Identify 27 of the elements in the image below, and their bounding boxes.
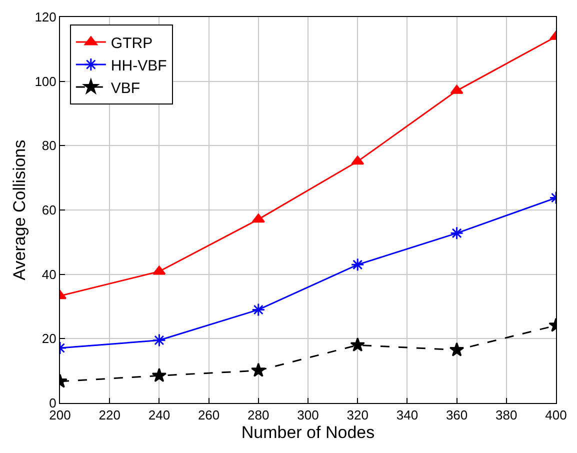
y-tick-label: 60	[42, 202, 56, 218]
legend-label: GTRP	[110, 34, 153, 52]
x-tick-label: 280	[248, 408, 270, 423]
point	[350, 258, 364, 272]
y-tick-label: 20	[42, 331, 56, 346]
point	[252, 302, 266, 316]
y-tick-label: 120	[34, 10, 56, 25]
point	[351, 156, 364, 165]
point	[350, 337, 366, 352]
x-axis-title: Number of Nodes	[241, 423, 375, 442]
y-tick-label: 40	[42, 266, 56, 282]
x-tick-label: 260	[198, 408, 220, 423]
point	[252, 214, 265, 223]
x-tick-label: 400	[545, 408, 567, 423]
legend-label: HH-VBF	[110, 57, 167, 74]
x-tick-label: 360	[446, 408, 468, 423]
x-tick-label: 340	[396, 408, 418, 423]
y-tick-label: 80	[42, 138, 56, 154]
x-tick-label: 240	[148, 408, 170, 423]
y-axis-title: Average Collisions	[10, 140, 30, 280]
x-tick-label: 220	[98, 408, 120, 423]
y-tick-label: 100	[34, 74, 56, 89]
x-tick-label: 380	[496, 408, 518, 423]
point	[250, 362, 266, 377]
legend-label: VBF	[110, 80, 140, 97]
x-tick-label: 320	[346, 408, 368, 423]
x-tick-label: 300	[297, 408, 319, 423]
